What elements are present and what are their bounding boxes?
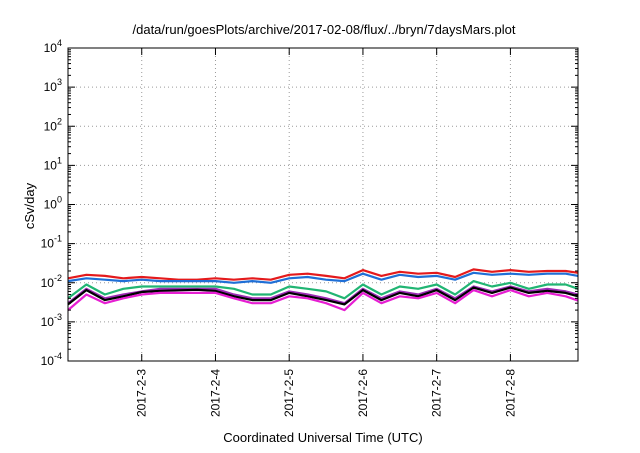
x-tick-label: 2017-2-6 xyxy=(356,369,370,417)
y-tick-label: 103 xyxy=(44,77,62,94)
series-line-5 xyxy=(67,286,579,306)
y-axis: 10-4 10-3 10-2 10-1 100 101 102 103 104 xyxy=(41,38,578,368)
y-tick-label: 102 xyxy=(44,116,62,133)
y-tick-label: 10-2 xyxy=(41,273,62,290)
y-tick-label: 101 xyxy=(44,155,62,172)
series-line-1 xyxy=(67,268,579,281)
series-line-3 xyxy=(67,280,579,300)
series-line-6 xyxy=(67,289,579,312)
y-tick-label: 10-1 xyxy=(41,234,62,251)
x-tick-label: 2017-2-5 xyxy=(282,369,296,417)
series-line-4 xyxy=(67,285,579,305)
y-tick-label: 10-4 xyxy=(41,351,62,368)
x-tick-label: 2017-2-7 xyxy=(430,369,444,417)
y-tick-label: 100 xyxy=(44,195,62,212)
grid xyxy=(68,48,578,361)
x-tick-label: 2017-2-4 xyxy=(208,369,222,417)
series-lines xyxy=(67,268,579,312)
y-tick-label: 10-3 xyxy=(41,312,62,329)
x-axis: 2017-2-3 2017-2-4 2017-2-5 2017-2-6 2017-2-7… xyxy=(135,48,517,417)
chart-title: /data/run/goesPlots/archive/2017-02-08/f… xyxy=(133,22,516,37)
series-line-2 xyxy=(67,271,579,284)
x-axis-label: Coordinated Universal Time (UTC) xyxy=(223,430,422,445)
y-tick-label: 104 xyxy=(44,38,62,55)
x-tick-label: 2017-2-3 xyxy=(135,369,149,417)
x-tick-label: 2017-2-8 xyxy=(503,369,517,417)
y-axis-label: cSv/day xyxy=(22,182,37,229)
